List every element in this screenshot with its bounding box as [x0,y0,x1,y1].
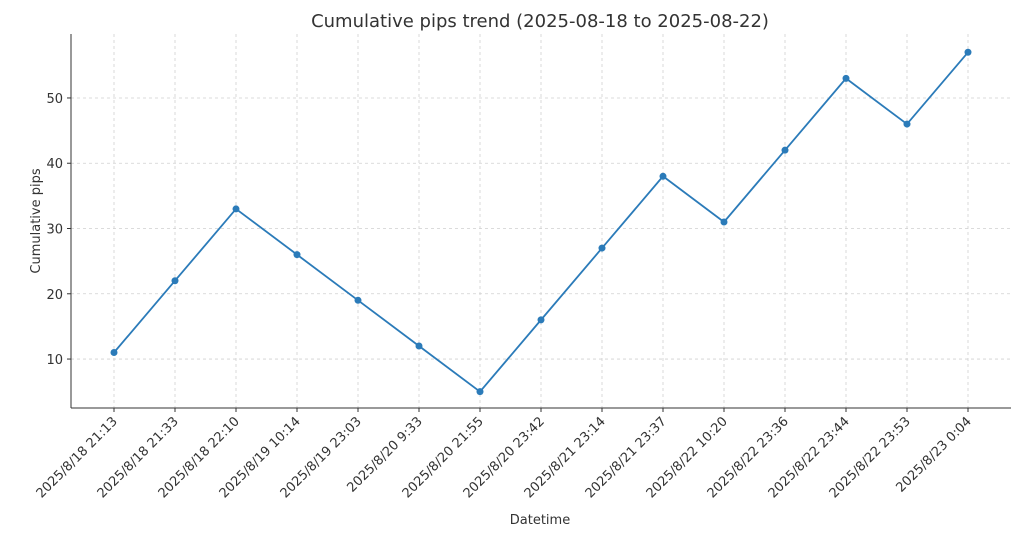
point [537,316,545,324]
y-axis-label: Cumulative pips [29,168,44,273]
chart-title: Cumulative pips trend (2025-08-18 to 202… [311,11,769,32]
point [354,296,362,304]
point [903,120,911,128]
point [781,146,789,154]
point [110,349,118,357]
point [293,251,301,259]
point [232,205,240,213]
point [720,218,728,226]
y-tick-label: 20 [46,288,63,303]
y-tick-label: 50 [46,92,63,107]
y-tick-label: 30 [46,223,63,238]
point [842,74,850,82]
y-tick-label: 10 [46,353,63,368]
x-axis-label: Datetime [510,513,570,528]
point [171,277,179,285]
point [598,244,606,252]
point [964,48,972,56]
y-tick-label: 40 [46,157,63,172]
point [659,172,667,180]
point [415,342,423,350]
point [476,388,484,396]
